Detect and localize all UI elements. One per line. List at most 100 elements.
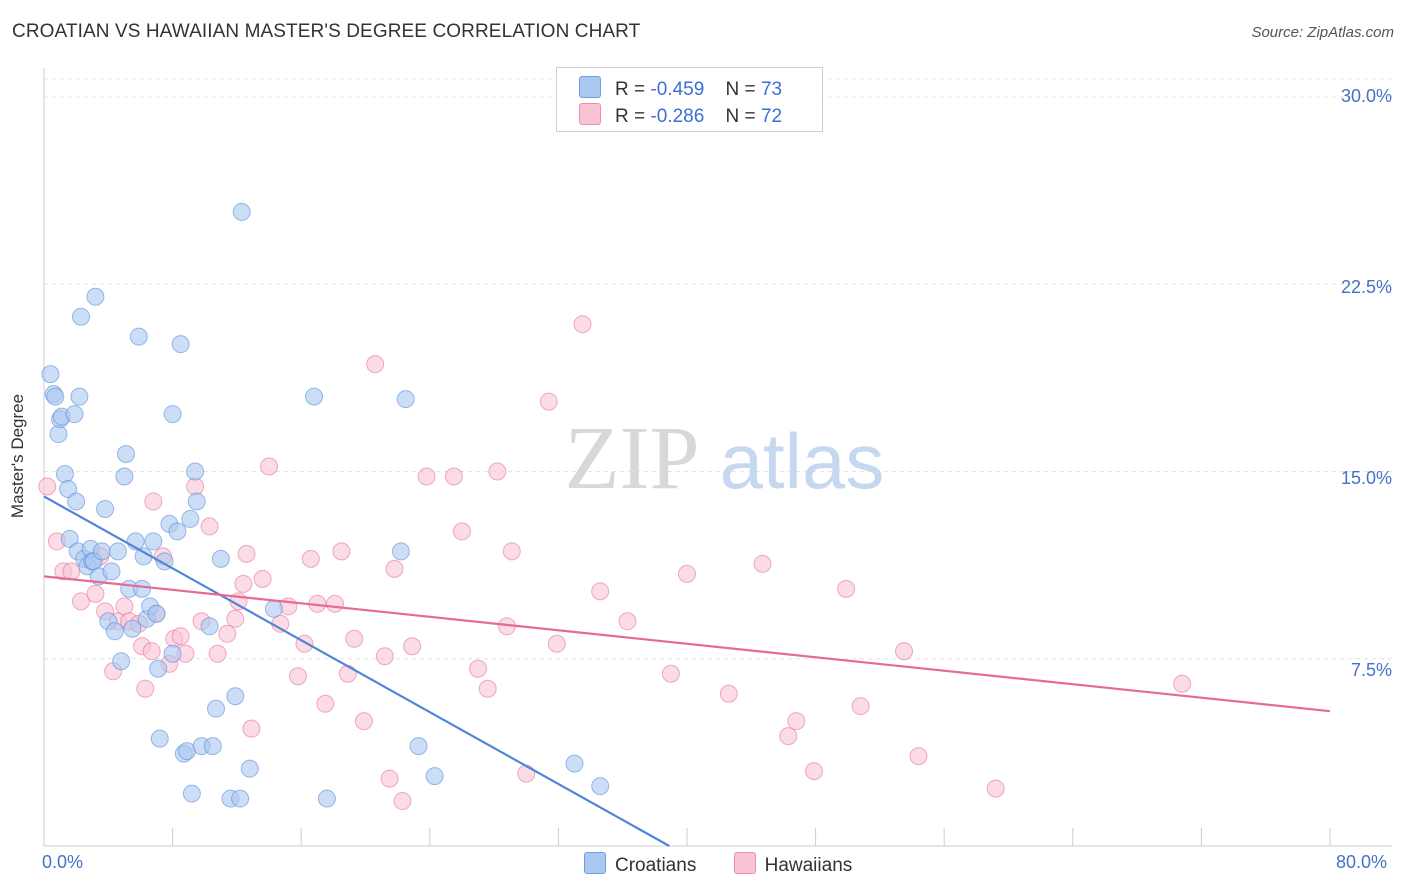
legend-row-croatians: R = -0.459 N = 73 [579,76,782,101]
y-tick-30: 30.0% [1340,86,1392,106]
hawaiian-point [208,644,227,663]
croatian-point [71,307,90,326]
croatian-point [150,729,169,748]
series-hawaiians [38,315,1192,811]
legend-row-hawaiians: R = -0.286 N = 72 [579,103,782,128]
grid-lines [44,78,1392,660]
hawaiian-point [71,592,90,611]
croatian-point [168,522,187,541]
y-tick-15: 15.0% [1340,468,1392,488]
hawaiian-point [444,467,463,486]
croatian-point [200,617,219,636]
watermark: ZIP atlas [565,409,885,508]
legend-label-hawaiians: Hawaiians [764,855,853,876]
x-tick-max: 80.0% [1336,852,1388,872]
croatian-point [207,699,226,718]
hawaiian-point [136,679,155,698]
legend-swatch-hawaiians [733,852,756,874]
croatian-point [41,365,60,384]
y-tick-7-5: 7.5% [1350,660,1392,680]
croatian-point [264,599,283,618]
trend-line-croatians [43,495,670,847]
hawaiian-point [38,477,57,496]
hawaiian-point [226,609,245,628]
source-attribution: Source: ZipAtlas.com [1251,24,1394,41]
legend-n-label: N = [725,79,756,100]
croatian-point [591,777,610,796]
hawaiian-point [253,569,272,588]
hawaiian-point [1173,674,1192,693]
croatian-point [226,687,245,706]
hawaiian-point [851,697,870,716]
croatian-point [317,789,336,808]
hawaiian-point [393,792,412,811]
croatian-point [133,579,152,598]
croatian-point [96,499,115,518]
hawaiian-point [547,634,566,653]
hawaiian-point [385,559,404,578]
legend-r-value-croatians: -0.459 [650,79,705,100]
croatian-point [115,467,134,486]
croatian-point [182,784,201,803]
hawaiian-point [338,664,357,683]
hawaiian-point [837,579,856,598]
hawaiian-point [986,779,1005,798]
croatian-point [147,604,166,623]
hawaiian-point [478,679,497,698]
croatian-point [112,652,131,671]
correlation-legend: R = -0.459 N = 73 R = -0.286 N = 72 [556,67,823,132]
legend-item-croatians: Croatians [584,852,696,877]
hawaiian-point [909,747,928,766]
hawaiian-point [403,637,422,656]
croatian-point [123,619,142,638]
croatian-point [55,464,74,483]
croatian-point [391,542,410,561]
hawaiian-point [171,627,190,646]
hawaiian-point [517,764,536,783]
croatian-point [144,532,163,551]
hawaiian-point [452,522,471,541]
legend-r-value-hawaiians: -0.286 [650,106,705,127]
watermark-atlas: atlas [720,417,885,505]
croatian-point [186,462,205,481]
hawaiian-point [301,549,320,568]
croatian-point [102,562,121,581]
croatian-point [305,387,324,406]
croatian-point [211,549,230,568]
croatian-point [187,492,206,511]
croatian-point [105,622,124,641]
croatian-point [86,287,105,306]
hawaiian-point [115,597,134,616]
hawaiian-point [753,554,772,573]
legend-item-hawaiians: Hawaiians [733,852,853,877]
hawaiian-point [380,769,399,788]
legend-swatch-hawaiians [579,103,601,125]
croatian-point [232,202,251,221]
croatian-point [565,754,584,773]
legend-n-value-croatians: 73 [760,79,783,100]
croatian-point [240,759,259,778]
hawaiian-point [345,629,364,648]
legend-swatch-croatians [579,76,601,98]
croatian-point [129,327,148,346]
y-tick-22-5: 22.5% [1340,277,1392,297]
trend-line-hawaiians [43,575,1331,713]
legend-swatch-croatians [584,852,606,874]
croatian-point [231,789,250,808]
hawaiian-point [142,642,161,661]
legend-n-value-hawaiians: 72 [760,106,783,127]
legend-r-label: R = [615,79,646,100]
croatian-point [171,335,190,354]
croatian-point [67,492,86,511]
hawaiian-point [366,355,385,374]
hawaiian-point [260,457,279,476]
x-tick-min: 0.0% [42,852,84,872]
legend-n-label: N = [725,106,756,127]
hawaiian-point [200,517,219,536]
hawaiian-point [237,544,256,563]
hawaiian-point [678,564,696,583]
croatian-point [181,509,200,528]
croatian-point [70,387,89,406]
series-legend: Croatians Hawaiians [584,852,884,877]
hawaiian-point [469,659,488,678]
